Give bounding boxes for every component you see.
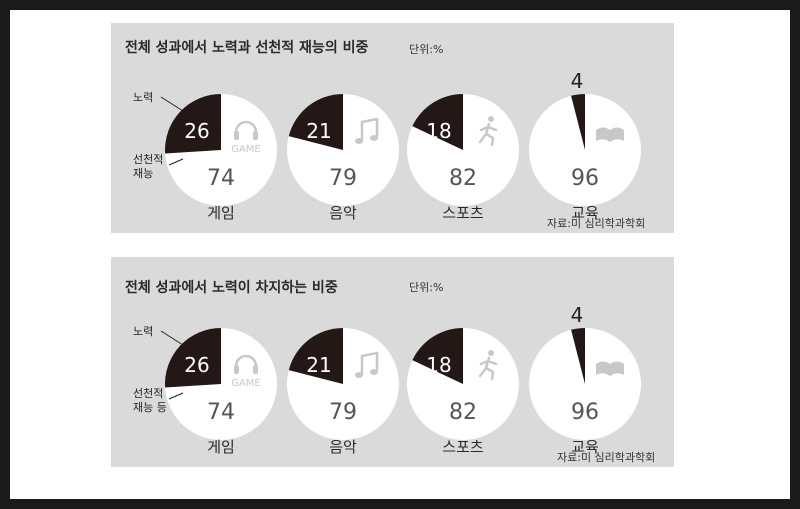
talent-value-label: 96 <box>571 166 599 191</box>
effort-value-label: 4 <box>571 303 584 327</box>
music-note-icon <box>355 117 379 144</box>
legend-talent-label: 선천적 <box>133 152 163 166</box>
pie-slice-effort <box>288 328 343 384</box>
effort-value-label: 4 <box>571 69 584 93</box>
runner-icon <box>478 350 498 381</box>
effort-value-label: 26 <box>184 119 209 143</box>
pie-slice-effort <box>288 94 343 150</box>
headphones-icon: GAME <box>231 354 261 389</box>
chart-panel-2: 전체 성과에서 노력이 차지하는 비중 단위:% 자료:미 심리학과학회 GAM… <box>111 257 674 467</box>
category-label: 스포츠 <box>442 438 484 456</box>
source-label: 자료:미 심리학과학회 <box>557 451 656 464</box>
unit-label: 단위:% <box>409 43 444 56</box>
pie-2: 21 79 음악 <box>287 94 399 222</box>
category-label: 교육 <box>571 204 599 222</box>
headphones-icon: GAME <box>231 120 261 155</box>
talent-value-label: 82 <box>449 166 477 191</box>
music-note-icon <box>355 351 379 378</box>
chart-title: 전체 성과에서 노력이 차지하는 비중 <box>125 280 338 296</box>
open-book-icon <box>596 127 624 142</box>
legend-effort-label: 노력 <box>133 325 153 338</box>
open-book-icon <box>596 361 624 376</box>
pie-slice-effort <box>412 94 463 150</box>
pie-3: 18 82 스포츠 <box>407 328 519 456</box>
game-text-icon: GAME <box>231 144 261 155</box>
effort-value-label: 18 <box>426 353 451 377</box>
pie-2: 21 79 음악 <box>287 328 399 456</box>
legend-talent-leader <box>168 392 184 400</box>
talent-value-label: 74 <box>207 400 235 425</box>
chart-panel-1: 전체 성과에서 노력과 선천적 재능의 비중 단위:% 자료:미 심리학과학회 … <box>111 23 674 233</box>
talent-value-label: 79 <box>329 400 357 425</box>
category-label: 게임 <box>207 438 235 456</box>
talent-value-label: 96 <box>571 400 599 425</box>
category-label: 교육 <box>571 438 599 456</box>
effort-value-label: 18 <box>426 119 451 143</box>
pie-1: GAME 26 74 게임 <box>164 328 277 456</box>
legend-effort-label: 노력 <box>133 91 153 104</box>
category-label: 음악 <box>329 204 357 222</box>
talent-value-label: 79 <box>329 166 357 191</box>
pie-slice-effort <box>164 328 221 388</box>
legend-effort-leader <box>160 96 184 112</box>
runner-icon <box>478 116 498 147</box>
effort-value-label: 26 <box>184 353 209 377</box>
category-label: 스포츠 <box>442 204 484 222</box>
legend-talent-label: 선천적 <box>133 386 163 400</box>
legend-talent-leader <box>168 158 184 166</box>
legend-effort-leader <box>160 330 184 346</box>
effort-value-label: 21 <box>306 353 331 377</box>
category-label: 게임 <box>207 204 235 222</box>
effort-value-label: 21 <box>306 119 331 143</box>
unit-label: 단위:% <box>409 281 444 294</box>
pie-slice-effort <box>412 328 463 384</box>
category-label: 음악 <box>329 438 357 456</box>
talent-value-label: 74 <box>207 166 235 191</box>
pie-slice-effort <box>571 328 585 384</box>
legend-talent-label: 재능 등 <box>133 401 167 414</box>
chart-title: 전체 성과에서 노력과 선천적 재능의 비중 <box>125 40 369 56</box>
game-text-icon: GAME <box>231 378 261 389</box>
pie-1: GAME 26 74 게임 <box>164 94 277 222</box>
pie-4: 4 96 교육 <box>529 303 641 456</box>
talent-value-label: 82 <box>449 400 477 425</box>
pie-slice-effort <box>164 94 221 154</box>
pie-slice-effort <box>571 94 585 150</box>
legend-talent-label: 재능 <box>133 167 153 180</box>
pie-3: 18 82 스포츠 <box>407 94 519 222</box>
pie-4: 4 96 교육 <box>529 69 641 222</box>
source-label: 자료:미 심리학과학회 <box>547 217 646 230</box>
